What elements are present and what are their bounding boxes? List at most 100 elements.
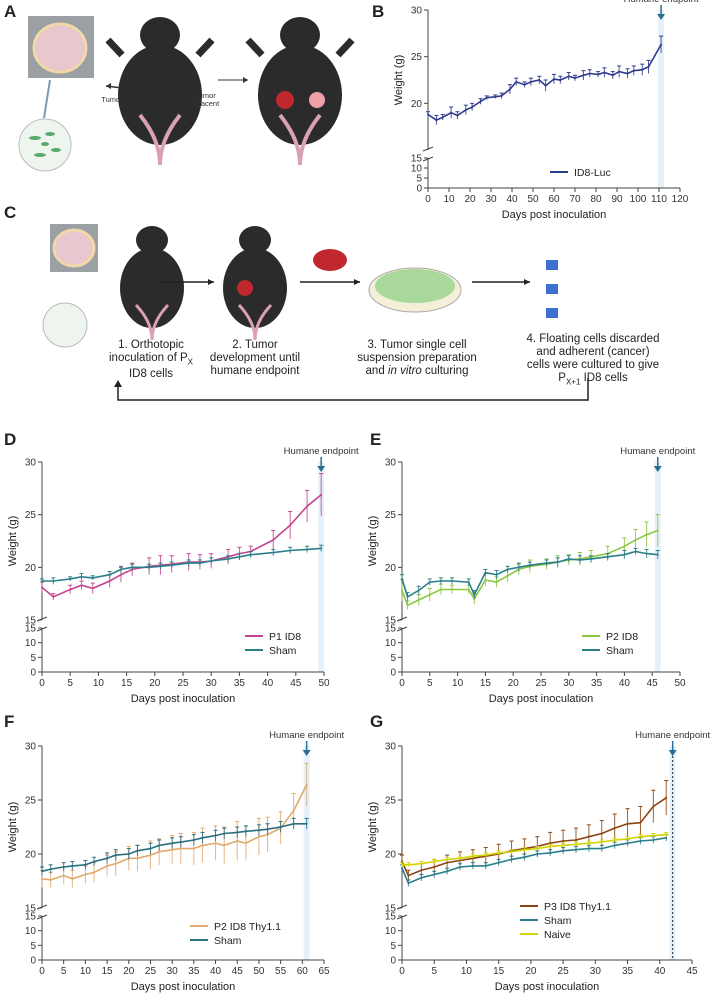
step1-subscript: X — [187, 357, 193, 367]
data-point — [149, 854, 152, 857]
y-tick-label: 15 — [385, 624, 397, 635]
data-point — [536, 847, 539, 850]
data-point — [433, 873, 436, 876]
data-point — [427, 113, 429, 116]
data-point — [49, 878, 52, 881]
weight-chart-g: 15 20 25 30 0 5 10 15 0 5 10 15 20 25 30 35 40 45 Days pos… — [367, 730, 711, 993]
x-tick-label: 20 — [525, 966, 537, 977]
legend-label: Sham — [269, 645, 297, 657]
data-point — [71, 877, 74, 880]
tumor-adjacent-label: Tumor adjacent — [190, 91, 220, 108]
data-point — [484, 578, 487, 581]
tumor-section — [32, 22, 88, 74]
y-tick-label: 20 — [385, 563, 397, 574]
x-tick-label: 10 — [452, 678, 464, 689]
data-point — [131, 566, 134, 569]
y-tick-label: 10 — [411, 164, 423, 175]
data-point — [401, 577, 403, 580]
data-point — [641, 68, 644, 71]
x-axis-label: Days post inoculation — [495, 981, 600, 993]
data-point — [439, 588, 442, 591]
x-tick-label: 60 — [297, 966, 309, 977]
data-point — [634, 550, 637, 553]
data-point — [401, 867, 403, 870]
data-point — [149, 847, 152, 850]
x-tick-label: 35 — [188, 966, 200, 977]
data-point — [289, 524, 292, 527]
data-point — [49, 868, 52, 871]
data-point — [244, 842, 247, 845]
step4-text: 4. Floating cells discarded and adherent… — [508, 333, 678, 388]
y-tick-label: 15 — [25, 616, 37, 627]
data-point — [127, 853, 130, 855]
y-tick-label: 30 — [385, 458, 397, 469]
data-point — [485, 96, 488, 99]
x-tick-label: 30 — [167, 966, 179, 977]
data-point — [523, 83, 526, 86]
x-tick-label: 10 — [461, 966, 473, 977]
endpoint-band — [654, 462, 661, 672]
step4-line2: and adherent (cancer) — [536, 346, 650, 358]
y-tick-label: 0 — [390, 668, 396, 679]
x-tick-label: 20 — [508, 678, 520, 689]
data-point — [611, 74, 614, 77]
mouse-illustration-1 — [105, 17, 215, 166]
x-tick-label: 20 — [464, 194, 476, 205]
axis-break-mark — [36, 616, 48, 632]
y-tick-label: 0 — [416, 184, 422, 195]
data-point — [192, 847, 195, 850]
y-tick-label: 0 — [30, 668, 36, 679]
x-tick-label: 15 — [493, 966, 505, 977]
step1-line2: inoculation of P — [109, 352, 188, 364]
y-tick-label: 20 — [25, 850, 37, 861]
data-point — [292, 822, 295, 825]
panel-label-c: C — [4, 203, 17, 222]
data-point — [406, 604, 409, 607]
step2-line3: humane endpoint — [210, 365, 300, 377]
x-tick-label: 20 — [123, 966, 135, 977]
legend-label: P2 ID8 Thy1.1 — [214, 921, 281, 933]
petri-dish-icon — [368, 267, 462, 313]
data-point — [639, 840, 642, 843]
data-point — [41, 870, 43, 873]
data-point — [529, 80, 532, 83]
data-point — [459, 865, 461, 868]
data-point — [41, 586, 43, 589]
step2-line1: 2. Tumor — [232, 339, 278, 351]
data-point — [549, 851, 552, 854]
y-tick-label: 15 — [25, 904, 37, 915]
y-axis-label: Weight (g) — [367, 516, 379, 567]
endpoint-arrow-head — [657, 14, 666, 20]
data-point — [201, 844, 204, 847]
mouse-illustration-2 — [245, 17, 355, 166]
x-tick-label: 30 — [206, 678, 218, 689]
cell-culture-circle-c — [42, 302, 88, 348]
data-point — [62, 865, 65, 868]
data-point — [446, 858, 449, 861]
x-tick-label: 80 — [590, 194, 602, 205]
x-tick-label: 20 — [149, 678, 161, 689]
x-axis-label: Days post inoculation — [489, 693, 594, 705]
data-point — [456, 114, 459, 117]
pipette-line — [43, 79, 51, 119]
y-tick-label: 0 — [30, 956, 36, 967]
y-tick-label: 10 — [25, 638, 37, 649]
x-tick-label: 50 — [527, 194, 539, 205]
data-point — [471, 106, 474, 109]
data-point — [420, 876, 423, 879]
data-point — [148, 566, 151, 569]
y-axis-label: Weight (g) — [367, 802, 379, 853]
x-tick-label: 65 — [318, 966, 330, 977]
data-point — [214, 842, 217, 845]
data-point — [441, 116, 444, 119]
series-line-id8-luc — [427, 44, 662, 122]
humane-endpoint-label: Humane endpoint — [635, 730, 710, 741]
data-point — [587, 835, 590, 838]
tumor-section-c — [52, 228, 96, 268]
data-point — [639, 835, 642, 838]
humane-endpoint-label: Humane endpoint — [620, 446, 695, 457]
x-tick-label: 35 — [591, 678, 603, 689]
legend-label: P1 ID8 — [269, 631, 301, 643]
endpoint-band — [303, 746, 310, 960]
